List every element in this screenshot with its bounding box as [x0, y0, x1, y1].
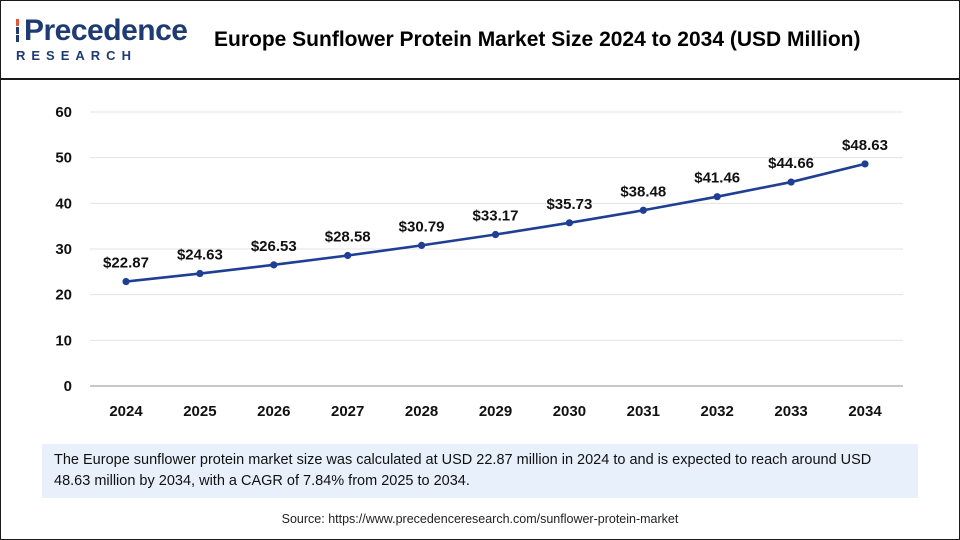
- x-tick-label: 2032: [701, 403, 734, 420]
- grid-lines: [90, 111, 903, 341]
- x-tick-label: 2033: [774, 403, 807, 420]
- data-point: [565, 219, 574, 227]
- data-point: [713, 193, 721, 201]
- logo: Precedence RESEARCH: [16, 14, 188, 66]
- data-label: $44.66: [768, 155, 814, 172]
- x-tick-label: 2031: [627, 403, 660, 420]
- data-label: $28.58: [325, 228, 371, 245]
- data-point: [639, 206, 647, 214]
- data-point: [418, 241, 426, 249]
- data-label: $41.46: [694, 170, 740, 187]
- data-label: $33.17: [473, 208, 519, 225]
- header: Precedence RESEARCH Europe Sunflower Pro…: [0, 0, 960, 80]
- y-tick-label: 40: [55, 195, 72, 212]
- data-point: [122, 277, 130, 286]
- logo-mark-icon: [16, 19, 19, 42]
- data-point: [491, 230, 500, 239]
- data-label: $48.63: [842, 137, 888, 154]
- description-box: The Europe sunflower protein market size…: [42, 444, 918, 498]
- x-tick-label: 2025: [183, 403, 216, 420]
- x-tick-label: 2024: [109, 403, 143, 420]
- data-label: $30.79: [399, 218, 445, 235]
- chart-title: Europe Sunflower Protein Market Size 202…: [214, 28, 861, 51]
- source-text: Source: https://www.precedenceresearch.c…: [281, 512, 679, 526]
- data-point: [787, 178, 795, 186]
- data-point: [196, 269, 204, 278]
- y-tick-label: 50: [55, 150, 72, 167]
- x-tick-label: 2028: [405, 403, 438, 420]
- y-tick-label: 10: [55, 332, 72, 349]
- logo-subtext: RESEARCH: [16, 48, 137, 63]
- x-tick-label: 2034: [848, 403, 882, 420]
- data-label: $38.48: [620, 183, 666, 200]
- logo-text: Precedence: [24, 14, 188, 47]
- data-labels: $22.87 $24.63 $26.53 $28.58 $30.79 $33.17 $35.…: [103, 137, 888, 272]
- y-tick-label: 0: [64, 378, 72, 395]
- data-label: $35.73: [546, 196, 592, 213]
- x-tick-label: 2030: [553, 403, 586, 420]
- data-point: [270, 261, 278, 269]
- x-tick-label: 2029: [479, 403, 512, 420]
- y-tick-label: 20: [55, 287, 72, 304]
- data-point: [861, 160, 869, 168]
- y-tick-label: 30: [55, 241, 72, 258]
- x-tick-label: 2026: [257, 403, 290, 420]
- data-label: $26.53: [251, 238, 297, 255]
- data-point: [344, 251, 352, 260]
- x-tick-label: 2027: [331, 403, 364, 420]
- data-label: $24.63: [177, 247, 223, 264]
- series: [122, 160, 869, 286]
- y-tick-label: 60: [55, 104, 72, 121]
- data-label: $22.87: [103, 255, 149, 272]
